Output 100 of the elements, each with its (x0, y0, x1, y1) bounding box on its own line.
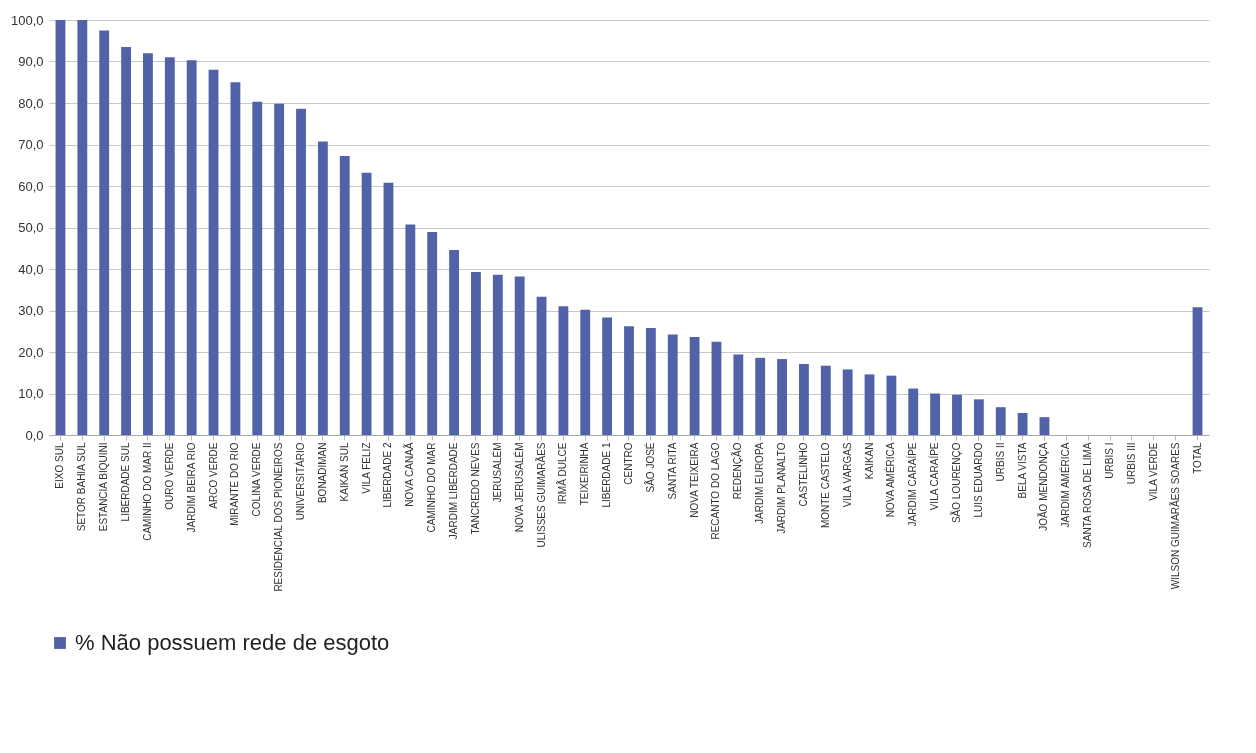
y-tick-label: 10,0 (18, 386, 44, 401)
bar (1039, 417, 1050, 435)
x-tick-label: KAIKAN (863, 442, 875, 480)
bar (558, 306, 569, 435)
x-tick-label: UNIVERSITÁRIO (294, 442, 307, 521)
y-tick-label: 0,0 (25, 427, 44, 443)
x-tick-label: COLINA VERDE (251, 442, 263, 517)
bar (580, 309, 591, 435)
bar (471, 271, 481, 435)
x-tick-label: KAIKAN SUL (338, 442, 350, 502)
x-tick-label: SETOR BAHIA SUL (76, 442, 88, 532)
x-tick-label: JERUSALÉM (490, 442, 503, 503)
x-tick-label: URBIS II (994, 442, 1006, 482)
x-tick-label: JARDIM EUROPA (754, 442, 766, 524)
bar (930, 393, 941, 435)
x-tick-label: URBIS I (1104, 442, 1116, 479)
bar (799, 364, 809, 435)
x-tick-label: MONTE CASTELO (819, 442, 831, 529)
bar (602, 317, 613, 435)
x-tick-label: SÃO LOURENÇO (949, 442, 962, 524)
y-tick-label: 80,0 (18, 95, 44, 111)
bar (449, 249, 459, 435)
x-tick-label: URBIS III (1125, 442, 1137, 485)
x-tick-label: NOVA TEIXEIRA (688, 442, 700, 518)
bar (230, 82, 241, 435)
bar (645, 327, 656, 435)
bar (973, 399, 984, 435)
x-tick-label: JARDIM LIBERDADE (448, 442, 460, 540)
x-tick-label: CAMINHO DO MAR (426, 442, 438, 533)
bar (55, 20, 66, 435)
x-tick-label: MIRANTE DO RIO (229, 442, 241, 526)
x-tick-label: SANTA RITA (666, 442, 678, 500)
x-tick-label: SANTA ROSA DE LIMA (1082, 442, 1094, 548)
x-tick-label: LIBERDADE 1 (601, 442, 613, 508)
x-tick-label: RESIDENCIAL DOS PIONEIROS (273, 442, 285, 592)
y-tick-label: 30,0 (18, 303, 44, 318)
bar (361, 172, 372, 435)
x-tick-label: LIBERDADE 2 (382, 442, 394, 508)
bar (274, 103, 285, 435)
bar (842, 369, 853, 435)
bar (77, 20, 88, 435)
x-tick-label: BONADIMAN (316, 442, 328, 504)
x-tick-label: VILA VERDE (1147, 442, 1159, 501)
bar (492, 274, 503, 435)
bar (908, 388, 919, 435)
x-tick-label: JARDIM PLANALTO (776, 442, 788, 534)
bar (405, 224, 416, 435)
bar (296, 108, 306, 435)
y-tick-label: 60,0 (18, 178, 44, 194)
bar (143, 53, 153, 435)
x-tick-label: TEIXEIRINHA (579, 442, 591, 506)
bar (667, 334, 678, 435)
bar (208, 69, 219, 435)
bar (711, 341, 722, 435)
bar (886, 375, 897, 435)
bar (624, 326, 634, 435)
bar (820, 365, 831, 435)
x-tick-label: OURO VERDE (163, 442, 175, 510)
bar (186, 60, 197, 435)
x-tick-label: NOVA AMÉRICA (884, 442, 897, 518)
bar (99, 30, 110, 435)
bar (252, 101, 263, 435)
y-tick-label: 50,0 (18, 220, 44, 235)
y-tick-label: 90,0 (18, 54, 44, 69)
x-tick-label: JARDIM AMÉRICA (1059, 442, 1072, 528)
bar (689, 337, 700, 435)
y-tick-label: 70,0 (18, 137, 44, 152)
bar (514, 276, 525, 435)
bar (121, 46, 131, 435)
x-tick-label: JARDIM CARAÍPE (906, 442, 919, 527)
x-tick-label: ULISSES GUIMARÃES (534, 442, 547, 548)
bar (777, 359, 787, 435)
x-tick-label: ARCO VERDE (207, 442, 219, 509)
x-tick-label: NOVA CANAÃ (403, 442, 416, 507)
x-tick-label: CASTELINHO (797, 442, 809, 507)
x-tick-label: IRMÃ DULCE (556, 442, 569, 505)
x-tick-label: SÃO JOSÉ (643, 442, 656, 493)
bar (1192, 307, 1203, 435)
x-tick-label: VILA FELIZ (360, 442, 372, 494)
bar (339, 156, 350, 435)
x-tick-label: ESTANCIA BIQUINI (98, 442, 110, 532)
bar (952, 394, 962, 435)
bar (864, 374, 875, 435)
legend-label: % Não possuem rede de esgoto (75, 630, 390, 655)
x-tick-label: JOÃO MENDONÇA (1037, 442, 1050, 531)
x-tick-label: RECANTO DO LAGO (710, 442, 722, 540)
x-tick-label: VILA VARGAS (841, 442, 853, 508)
x-tick-label: REDENÇÃO (731, 442, 744, 500)
x-tick-label: LUIS EDUARDO (972, 442, 984, 518)
y-tick-label: 20,0 (18, 344, 44, 360)
bar (995, 407, 1006, 435)
x-tick-label: TANCREDO NEVES (469, 442, 481, 535)
bar (536, 296, 547, 435)
bar (755, 357, 766, 435)
x-tick-label: VILA CARAÍPE (928, 442, 941, 511)
bar (733, 354, 744, 435)
y-tick-label: 100,0 (10, 12, 44, 28)
x-tick-label: EIXO SUL (54, 442, 66, 489)
bar (427, 232, 438, 435)
bar (164, 57, 175, 435)
